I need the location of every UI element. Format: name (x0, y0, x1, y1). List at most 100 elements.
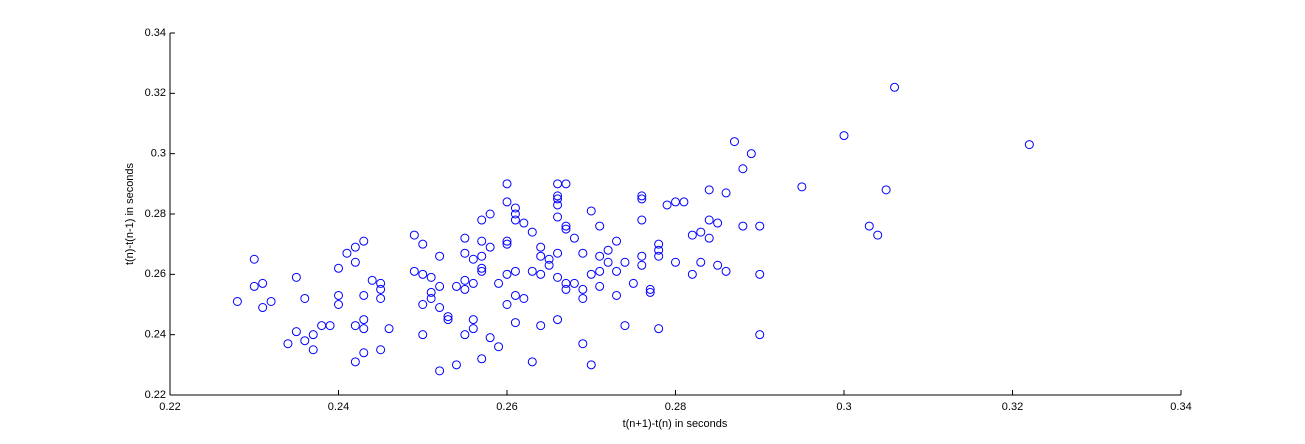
point (586, 360, 596, 370)
point (890, 82, 900, 92)
point (460, 284, 470, 294)
point (704, 215, 714, 225)
point (300, 293, 310, 303)
point (645, 284, 655, 294)
point (418, 300, 428, 309)
point (418, 330, 428, 340)
point (350, 321, 360, 331)
point (367, 275, 377, 285)
point (443, 312, 453, 322)
point (435, 303, 445, 313)
point (376, 345, 386, 355)
point (637, 191, 647, 201)
point (502, 179, 512, 189)
point (334, 290, 343, 300)
y-tick-label: 0.28 (145, 208, 166, 220)
point (561, 284, 571, 294)
point (510, 209, 520, 219)
y-tick-label: 0.22 (145, 389, 166, 401)
point (477, 263, 487, 273)
x-tick-label: 0.24 (328, 401, 349, 413)
point (553, 315, 563, 325)
point (308, 345, 318, 355)
point (881, 185, 891, 195)
point (527, 266, 537, 276)
y-tick-label: 0.34 (145, 27, 166, 39)
point (350, 357, 360, 367)
point (738, 164, 748, 174)
x-tick-label: 0.34 (1170, 401, 1191, 413)
point (738, 221, 748, 231)
point (409, 266, 419, 276)
point (553, 200, 563, 210)
point (477, 251, 487, 261)
point (359, 324, 369, 334)
point (696, 257, 706, 267)
point (342, 248, 352, 258)
point (654, 324, 664, 334)
point (553, 191, 563, 201)
point (687, 230, 697, 240)
point (561, 224, 571, 234)
point (536, 269, 546, 279)
point (426, 272, 436, 282)
point (603, 257, 613, 267)
y-tick-label: 0.24 (145, 329, 166, 341)
point (797, 182, 807, 192)
point (510, 290, 520, 300)
point (359, 236, 369, 246)
point (502, 239, 512, 249)
point (418, 269, 428, 279)
point (637, 215, 647, 225)
point (418, 239, 428, 249)
x-tick-label: 0.26 (496, 401, 517, 413)
point (460, 275, 470, 285)
point (300, 336, 310, 346)
point (561, 179, 571, 189)
point (510, 215, 520, 225)
point (544, 260, 554, 270)
point (586, 269, 596, 279)
point (746, 149, 756, 159)
point (291, 272, 301, 282)
y-axis-label: t(n)-t(n-1) in seconds (124, 162, 136, 265)
point (637, 251, 647, 261)
point (283, 339, 293, 349)
point (291, 327, 301, 337)
point (502, 197, 512, 207)
point (671, 197, 680, 207)
point (536, 251, 546, 261)
point (620, 321, 630, 331)
point (704, 185, 714, 195)
point (334, 263, 343, 273)
point (350, 242, 360, 252)
point (443, 315, 453, 325)
point (662, 200, 672, 210)
point (527, 227, 537, 237)
point (654, 251, 664, 261)
point (460, 233, 470, 243)
x-axis-label: t(n+1)-t(n) in seconds (623, 418, 728, 430)
point (451, 360, 461, 370)
point (645, 287, 655, 297)
point (553, 272, 563, 282)
point (612, 290, 622, 300)
point (839, 131, 849, 141)
point (1024, 140, 1034, 150)
point (376, 278, 386, 288)
point (426, 293, 436, 303)
point (620, 257, 630, 267)
point (477, 354, 487, 364)
point (519, 218, 529, 228)
y-tick-label: 0.26 (145, 268, 166, 280)
point (468, 278, 478, 288)
point (671, 257, 680, 267)
point (494, 342, 504, 352)
point (578, 284, 588, 294)
point (628, 278, 638, 288)
point (249, 281, 259, 291)
point (409, 230, 419, 240)
point (755, 221, 765, 231)
x-tick-label: 0.28 (665, 401, 686, 413)
point (502, 269, 512, 279)
